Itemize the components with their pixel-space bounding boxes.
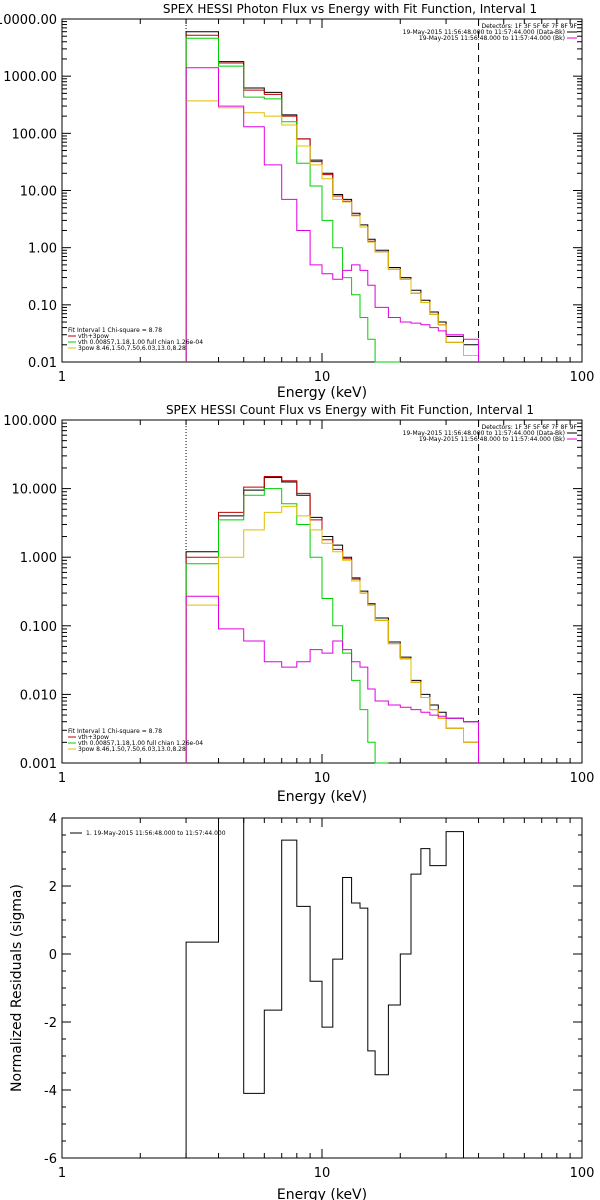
count-flux-legend-entry: 19-May-2015 11:56:48.000 to 11:57:44.000… <box>403 430 565 437</box>
count-flux-y-tick-label: 0.100 <box>20 620 57 635</box>
count-flux-x-tick-label: 100 <box>570 771 595 786</box>
count-flux-bk-series-line <box>185 595 479 763</box>
count-flux-series <box>185 476 479 764</box>
photon-flux-x-label: Energy (keV) <box>277 385 367 401</box>
residuals-y-tick-label: -6 <box>44 1152 57 1167</box>
photon-flux-legend-entry: vth 0.00857,1.18,1.00 full chian 1.26e-0… <box>78 339 203 346</box>
residuals-y-tick-label: -2 <box>44 1016 57 1031</box>
count-flux-vth-series-line <box>185 488 389 764</box>
photon-flux-legend-entry: 19-May-2015 11:56:48.000 to 11:57:44.000… <box>403 29 565 36</box>
count-flux-y-tick-label: 0.010 <box>20 688 57 703</box>
residuals-y-tick-label: 2 <box>49 880 57 895</box>
count-flux-legend-entry: 19-May-2015 11:56:48.000 to 11:57:44.000… <box>419 436 565 443</box>
photon-flux-y-ticks: 0.01 0.10 1.00 10.00 100.00 1000.00 10000.00 <box>0 13 582 371</box>
residuals-x-ticks: 1 10 100 <box>58 818 595 1181</box>
residuals-x-tick-label: 1 <box>58 1166 66 1181</box>
residuals-x-tick-label: 10 <box>314 1166 331 1181</box>
photon-flux-bk-series-line <box>185 67 479 362</box>
residuals-y-tick-label: 4 <box>49 812 57 827</box>
photon-flux-x-ticks: 1 10 100 <box>58 19 595 385</box>
count-flux-x-tick-label: 1 <box>58 771 66 786</box>
count-flux-panel: SPEX HESSI Count Flux vs Energy with Fit… <box>3 403 594 805</box>
photon-flux-y-tick-label: 1000.00 <box>3 70 57 85</box>
residuals-series <box>185 817 464 1158</box>
count-flux-legend-entry: Detectors: 1F 3F 5F 6F 7F 8F 9F <box>481 424 577 431</box>
photon-flux-range-markers <box>185 19 480 362</box>
residuals-y-ticks: -6 -4 -2 0 2 4 <box>44 812 582 1167</box>
residuals-panel: -6 -4 -2 0 2 4 1 10 100 Energy (keV) Normalized… <box>9 812 594 1200</box>
residuals-residual-series-line <box>185 817 464 1158</box>
photon-flux-series <box>185 31 479 363</box>
photon-flux-legend-entry: Detectors: 1F 3F 5F 6F 7F 8F 9F <box>481 23 577 30</box>
count-flux-y-ticks: 0.001 0.010 0.100 1.000 10.000 100.000 <box>3 414 582 772</box>
photon-flux-legend-entry: 3pow 8.46,1.50,7.50,6.03,13.0,8.28 <box>78 345 186 352</box>
residuals-x-tick-label: 100 <box>570 1166 595 1181</box>
count-flux-y-tick-label: 1.000 <box>20 551 57 566</box>
photon-flux-vth-series-line <box>185 37 401 363</box>
count-flux-legend-entry: vth+3pow <box>78 734 109 741</box>
photon-flux-panel: SPEX HESSI Photon Flux vs Energy with Fi… <box>0 2 594 401</box>
residuals-y-tick-label: -4 <box>44 1084 57 1099</box>
photon-flux-y-tick-label: 0.01 <box>28 356 57 371</box>
count-flux-3pow-series-line <box>185 505 479 763</box>
count-flux-legend-top-right: Detectors: 1F 3F 5F 6F 7F 8F 9F19-May-20… <box>403 424 578 443</box>
photon-flux-x-tick-label: 100 <box>570 370 595 385</box>
photon-flux-y-tick-label: 0.10 <box>28 299 57 314</box>
count-flux-legend-entry: 3pow 8.46,1.50,7.50,6.03,13.0,8.28 <box>78 746 186 753</box>
count-flux-x-tick-label: 10 <box>314 771 331 786</box>
residuals-legend: 1. 19-May-2015 11:56:48.000 to 11:57:44.… <box>70 830 226 837</box>
photon-flux-legend-top-right: Detectors: 1F 3F 5F 6F 7F 8F 9F19-May-20… <box>403 23 578 42</box>
photon-flux-x-tick-label: 1 <box>58 370 66 385</box>
photon-flux-y-tick-label: 100.00 <box>12 127 58 142</box>
count-flux-legend-bottom-left: Fit Interval 1 Chi-square = 8.78vth+3pow… <box>68 728 203 753</box>
count-flux-x-label: Energy (keV) <box>277 789 367 805</box>
photon-flux-legend-bottom-left: Fit Interval 1 Chi-square = 8.78vth+3pow… <box>68 327 203 352</box>
count-flux-legend-entry: Fit Interval 1 Chi-square = 8.78 <box>68 728 162 735</box>
count-flux-y-tick-label: 10.000 <box>12 483 58 498</box>
photon-flux-legend-entry: vth+3pow <box>78 333 109 340</box>
photon-flux-legend-entry: 19-May-2015 11:56:48.000 to 11:57:44.000… <box>419 35 565 42</box>
photon-flux-y-tick-label: 10.00 <box>20 185 57 200</box>
count-flux-range-markers <box>185 420 480 763</box>
residuals-x-label: Energy (keV) <box>277 1187 367 1200</box>
count-flux-x-ticks: 1 10 100 <box>58 420 595 786</box>
photon-flux-legend-entry: Fit Interval 1 Chi-square = 8.78 <box>68 327 162 334</box>
residuals-y-label: Normalized Residuals (sigma) <box>9 884 25 1092</box>
count-flux-y-tick-label: 0.001 <box>20 757 57 772</box>
photon-flux-title: SPEX HESSI Photon Flux vs Energy with Fi… <box>163 2 537 16</box>
count-flux-title: SPEX HESSI Count Flux vs Energy with Fit… <box>166 403 534 417</box>
photon-flux-y-tick-label: 10000.00 <box>0 13 57 28</box>
residuals-y-tick-label: 0 <box>49 948 57 963</box>
photon-flux-x-tick-label: 10 <box>314 370 331 385</box>
residuals-legend-entry: 1. 19-May-2015 11:56:48.000 to 11:57:44.… <box>86 830 226 837</box>
photon-flux-3pow-series-line <box>185 100 479 362</box>
count-flux-y-tick-label: 100.000 <box>3 414 57 429</box>
photon-flux-y-tick-label: 1.00 <box>28 242 57 257</box>
count-flux-legend-entry: vth 0.00857,1.18,1.00 full chian 1.26e-0… <box>78 740 203 747</box>
